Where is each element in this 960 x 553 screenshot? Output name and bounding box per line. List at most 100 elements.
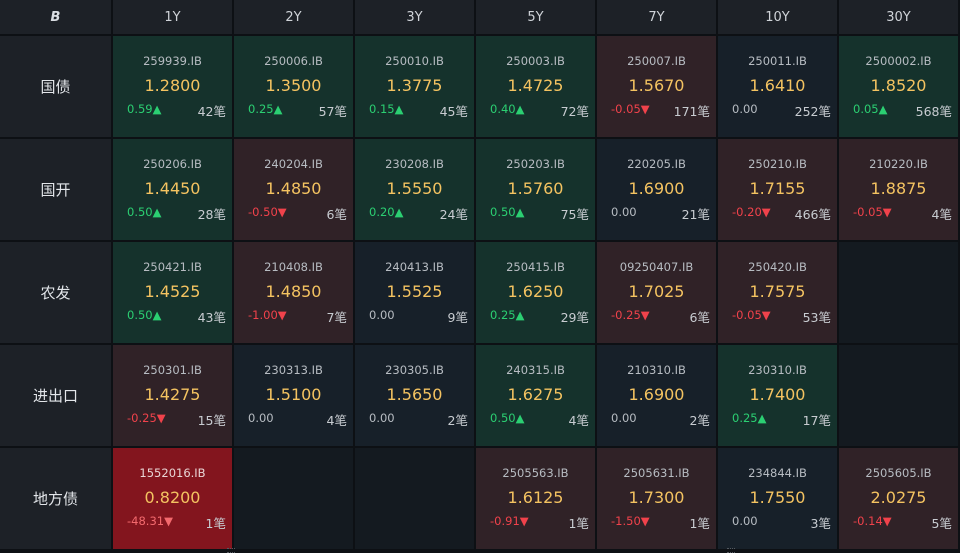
- yield-change: -0.05▼: [611, 102, 650, 116]
- quote-cell[interactable]: 210220.IB 1.8875 -0.05▼ 4笔: [839, 139, 958, 240]
- quote-cell[interactable]: 250206.IB 1.4450 0.50▲ 28笔: [113, 139, 232, 240]
- row-label[interactable]: 国债: [0, 36, 111, 137]
- yield-value: 1.6125: [507, 488, 564, 507]
- yield-value: 1.6410: [749, 76, 806, 95]
- empty-quote-cell: [839, 242, 958, 343]
- quote-cell[interactable]: 09250407.IB 1.7025 -0.25▼ 6笔: [597, 242, 716, 343]
- trade-count: 21笔: [681, 207, 710, 222]
- yield-change: 0.00: [369, 308, 395, 322]
- trade-count: 75笔: [560, 207, 589, 222]
- quote-cell[interactable]: 2505605.IB 2.0275 -0.14▼ 5笔: [839, 448, 958, 549]
- row-label[interactable]: 地方债: [0, 448, 111, 549]
- quote-cell[interactable]: 250421.IB 1.4525 0.50▲ 43笔: [113, 242, 232, 343]
- yield-change: 0.20▲: [369, 205, 404, 219]
- bond-code: 09250407.IB: [619, 260, 694, 274]
- trade-count: 1笔: [205, 516, 226, 531]
- yield-value: 1.5525: [386, 282, 443, 301]
- quote-cell[interactable]: 1552016.IB 0.8200 -48.31▼ 1笔: [113, 448, 232, 549]
- resize-grip-icon[interactable]: [727, 548, 735, 553]
- quote-cell[interactable]: 210408.IB 1.4850 -1.00▼ 7笔: [234, 242, 353, 343]
- tenor-header-30y[interactable]: 30Y: [839, 0, 958, 34]
- yield-value: 1.7575: [749, 282, 806, 301]
- yield-value: 1.7550: [749, 488, 806, 507]
- resize-grip-icon[interactable]: [227, 548, 235, 553]
- quote-cell[interactable]: 230310.IB 1.7400 0.25▲ 17笔: [718, 345, 837, 446]
- quote-cell[interactable]: 250006.IB 1.3500 0.25▲ 57笔: [234, 36, 353, 137]
- trade-count: 1笔: [568, 516, 589, 531]
- tenor-header-7y[interactable]: 7Y: [597, 0, 716, 34]
- bond-code: 259939.IB: [143, 54, 202, 68]
- quote-cell[interactable]: 250011.IB 1.6410 0.00 252笔: [718, 36, 837, 137]
- bond-code: 250420.IB: [748, 260, 807, 274]
- trade-count: 17笔: [802, 413, 831, 428]
- yield-value: 1.5760: [507, 179, 564, 198]
- yield-value: 1.4725: [507, 76, 564, 95]
- bond-code: 210220.IB: [869, 157, 928, 171]
- quote-cell[interactable]: 250415.IB 1.6250 0.25▲ 29笔: [476, 242, 595, 343]
- quote-cell[interactable]: 250301.IB 1.4275 -0.25▼ 15笔: [113, 345, 232, 446]
- quote-cell[interactable]: 250203.IB 1.5760 0.50▲ 75笔: [476, 139, 595, 240]
- yield-value: 1.4275: [144, 385, 201, 404]
- quote-cell[interactable]: 230208.IB 1.5550 0.20▲ 24笔: [355, 139, 474, 240]
- quote-cell[interactable]: 240204.IB 1.4850 -0.50▼ 6笔: [234, 139, 353, 240]
- quote-cell[interactable]: 240413.IB 1.5525 0.00 9笔: [355, 242, 474, 343]
- yield-value: 1.4525: [144, 282, 201, 301]
- quote-cell[interactable]: 250210.IB 1.7155 -0.20▼ 466笔: [718, 139, 837, 240]
- empty-quote-cell: [355, 448, 474, 549]
- yield-value: 1.5550: [386, 179, 443, 198]
- row-label[interactable]: 农发: [0, 242, 111, 343]
- yield-value: 1.4850: [265, 282, 322, 301]
- quote-cell[interactable]: 220205.IB 1.6900 0.00 21笔: [597, 139, 716, 240]
- yield-change: 0.50▲: [127, 308, 162, 322]
- bond-code: 250415.IB: [506, 260, 565, 274]
- quote-cell[interactable]: 230305.IB 1.5650 0.00 2笔: [355, 345, 474, 446]
- tenor-header-3y[interactable]: 3Y: [355, 0, 474, 34]
- bond-code: 230208.IB: [385, 157, 444, 171]
- quote-cell[interactable]: 240315.IB 1.6275 0.50▲ 4笔: [476, 345, 595, 446]
- yield-value: 1.5100: [265, 385, 322, 404]
- bond-code: 234844.IB: [748, 466, 807, 480]
- quote-cell[interactable]: 2505563.IB 1.6125 -0.91▼ 1笔: [476, 448, 595, 549]
- tenor-header-1y[interactable]: 1Y: [113, 0, 232, 34]
- bond-code: 220205.IB: [627, 157, 686, 171]
- yield-change: -48.31▼: [127, 514, 173, 528]
- trade-count: 4笔: [931, 207, 952, 222]
- trade-count: 6笔: [689, 310, 710, 325]
- bond-code: 230313.IB: [264, 363, 323, 377]
- quote-cell[interactable]: 230313.IB 1.5100 0.00 4笔: [234, 345, 353, 446]
- yield-change: 0.59▲: [127, 102, 162, 116]
- bond-code: 250006.IB: [264, 54, 323, 68]
- yield-change: 0.25▲: [490, 308, 525, 322]
- bond-code: 1552016.IB: [139, 466, 206, 480]
- quote-cell[interactable]: 234844.IB 1.7550 0.00 3笔: [718, 448, 837, 549]
- quote-cell[interactable]: 2505631.IB 1.7300 -1.50▼ 1笔: [597, 448, 716, 549]
- trade-count: 1笔: [689, 516, 710, 531]
- yield-change: 0.40▲: [490, 102, 525, 116]
- quote-cell[interactable]: 2500002.IB 1.8520 0.05▲ 568笔: [839, 36, 958, 137]
- trade-count: 57笔: [318, 104, 347, 119]
- quote-cell[interactable]: 259939.IB 1.2800 0.59▲ 42笔: [113, 36, 232, 137]
- tenor-header-2y[interactable]: 2Y: [234, 0, 353, 34]
- bond-code: 250203.IB: [506, 157, 565, 171]
- yield-change: -0.05▼: [732, 308, 771, 322]
- yield-value: 1.8520: [870, 76, 927, 95]
- row-label[interactable]: 进出口: [0, 345, 111, 446]
- bond-code: 250210.IB: [748, 157, 807, 171]
- quote-cell[interactable]: 250003.IB 1.4725 0.40▲ 72笔: [476, 36, 595, 137]
- trade-count: 28笔: [197, 207, 226, 222]
- quote-cell[interactable]: 250007.IB 1.5670 -0.05▼ 171笔: [597, 36, 716, 137]
- bond-code: 250011.IB: [748, 54, 807, 68]
- yield-change: 0.25▲: [732, 411, 767, 425]
- quote-cell[interactable]: 250010.IB 1.3775 0.15▲ 45笔: [355, 36, 474, 137]
- quote-cell[interactable]: 210310.IB 1.6900 0.00 2笔: [597, 345, 716, 446]
- tenor-header-10y[interactable]: 10Y: [718, 0, 837, 34]
- yield-value: 1.4450: [144, 179, 201, 198]
- yield-change: 0.00: [611, 205, 637, 219]
- tenor-header-5y[interactable]: 5Y: [476, 0, 595, 34]
- row-label[interactable]: 国开: [0, 139, 111, 240]
- yield-change: 0.00: [369, 411, 395, 425]
- yield-change: 0.25▲: [248, 102, 283, 116]
- quote-cell[interactable]: 250420.IB 1.7575 -0.05▼ 53笔: [718, 242, 837, 343]
- trade-count: 568笔: [915, 104, 952, 119]
- bond-code: 210310.IB: [627, 363, 686, 377]
